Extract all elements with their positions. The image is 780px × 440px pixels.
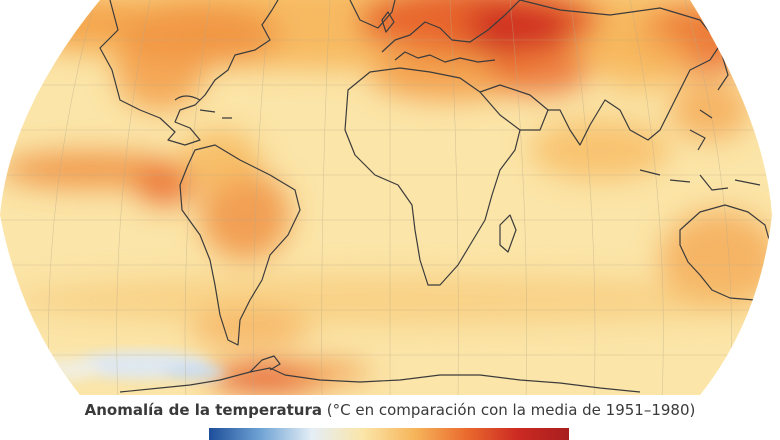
graticule-lines (0, 0, 772, 395)
asia-outline (519, 0, 721, 146)
south-america-outline (179, 144, 301, 346)
color-scale-gradient (209, 428, 569, 440)
coastlines (99, 0, 772, 393)
legend-title-bold: Anomalía de la temperatura (84, 401, 322, 419)
antarctica-outline (119, 367, 641, 393)
europe-outline (381, 0, 521, 53)
north-america-outline (99, 0, 279, 146)
africa-outline (344, 67, 521, 286)
legend-title: Anomalía de la temperatura (°C en compar… (0, 401, 780, 419)
legend-title-rest: (°C en comparación con la media de 1951–… (326, 401, 696, 419)
map-globe (0, 0, 772, 395)
color-scale-bar (209, 428, 569, 440)
world-temperature-anomaly-map (0, 0, 772, 395)
